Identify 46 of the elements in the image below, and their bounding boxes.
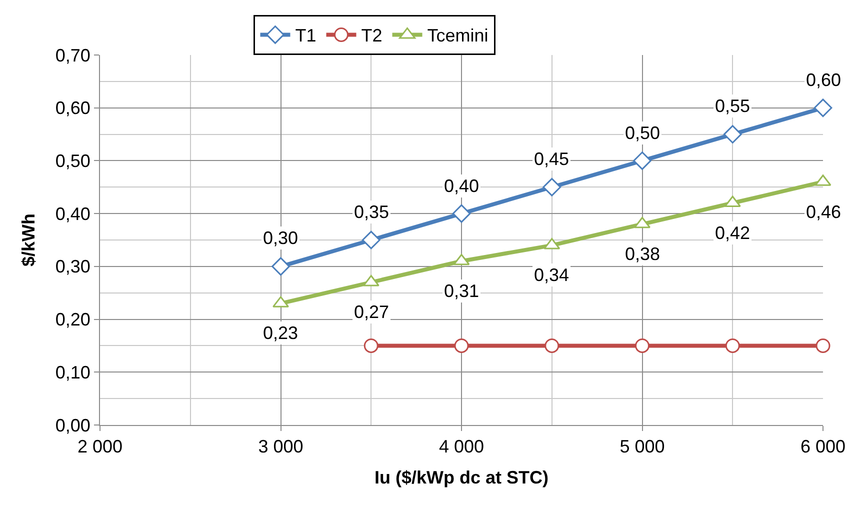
data-label: 0,42 [715, 223, 750, 243]
point [452, 204, 471, 223]
data-label: 0,34 [534, 265, 570, 285]
point [814, 98, 832, 118]
legend-label: T2 [361, 26, 382, 46]
point [635, 338, 650, 353]
data-label: 0,27 [354, 302, 390, 322]
point [364, 338, 378, 353]
point [272, 257, 290, 276]
point [723, 125, 742, 144]
y-tick-label: 0,50 [55, 151, 90, 172]
y-tick-label: 0,60 [55, 98, 90, 118]
point [454, 338, 469, 353]
point [544, 338, 560, 353]
point [633, 152, 652, 170]
y-tick-label: 0,20 [55, 310, 90, 330]
data-label: 0,46 [806, 202, 842, 222]
data-label: 0,30 [263, 228, 298, 248]
point [816, 338, 830, 353]
legend-label: T1 [295, 26, 316, 46]
x-tick-label: 6 000 [800, 436, 846, 457]
y-tick-label: 0,70 [55, 45, 90, 66]
x-tick-label: 3 000 [258, 436, 304, 457]
y-tick-label: 0,40 [55, 204, 90, 224]
y-axis-title: $/kWh [18, 213, 39, 267]
data-label: 0,38 [625, 244, 660, 264]
data-label: 0,40 [444, 176, 480, 196]
point [725, 338, 740, 353]
y-tick-label: 0,00 [55, 415, 90, 436]
y-tick-label: 0,30 [55, 256, 90, 277]
data-label: 0,50 [625, 123, 660, 143]
x-tick-label: 4 000 [438, 436, 484, 457]
point [453, 254, 470, 266]
legend-label: Tcemini [427, 26, 488, 46]
x-axis-title: Iu ($/kWp dc at STC) [374, 468, 549, 488]
data-label: 0,31 [444, 281, 480, 301]
point [362, 230, 380, 250]
data-label: 0,55 [715, 96, 750, 116]
data-label: 0,45 [534, 149, 570, 169]
x-tick-label: 2 000 [77, 436, 123, 457]
data-label: 0,35 [354, 202, 390, 222]
x-tick-label: 5 000 [620, 436, 665, 457]
data-label: 0,60 [806, 70, 842, 90]
y-tick-label: 0,10 [55, 362, 90, 382]
point [542, 178, 562, 196]
data-label: 0,23 [263, 323, 298, 343]
